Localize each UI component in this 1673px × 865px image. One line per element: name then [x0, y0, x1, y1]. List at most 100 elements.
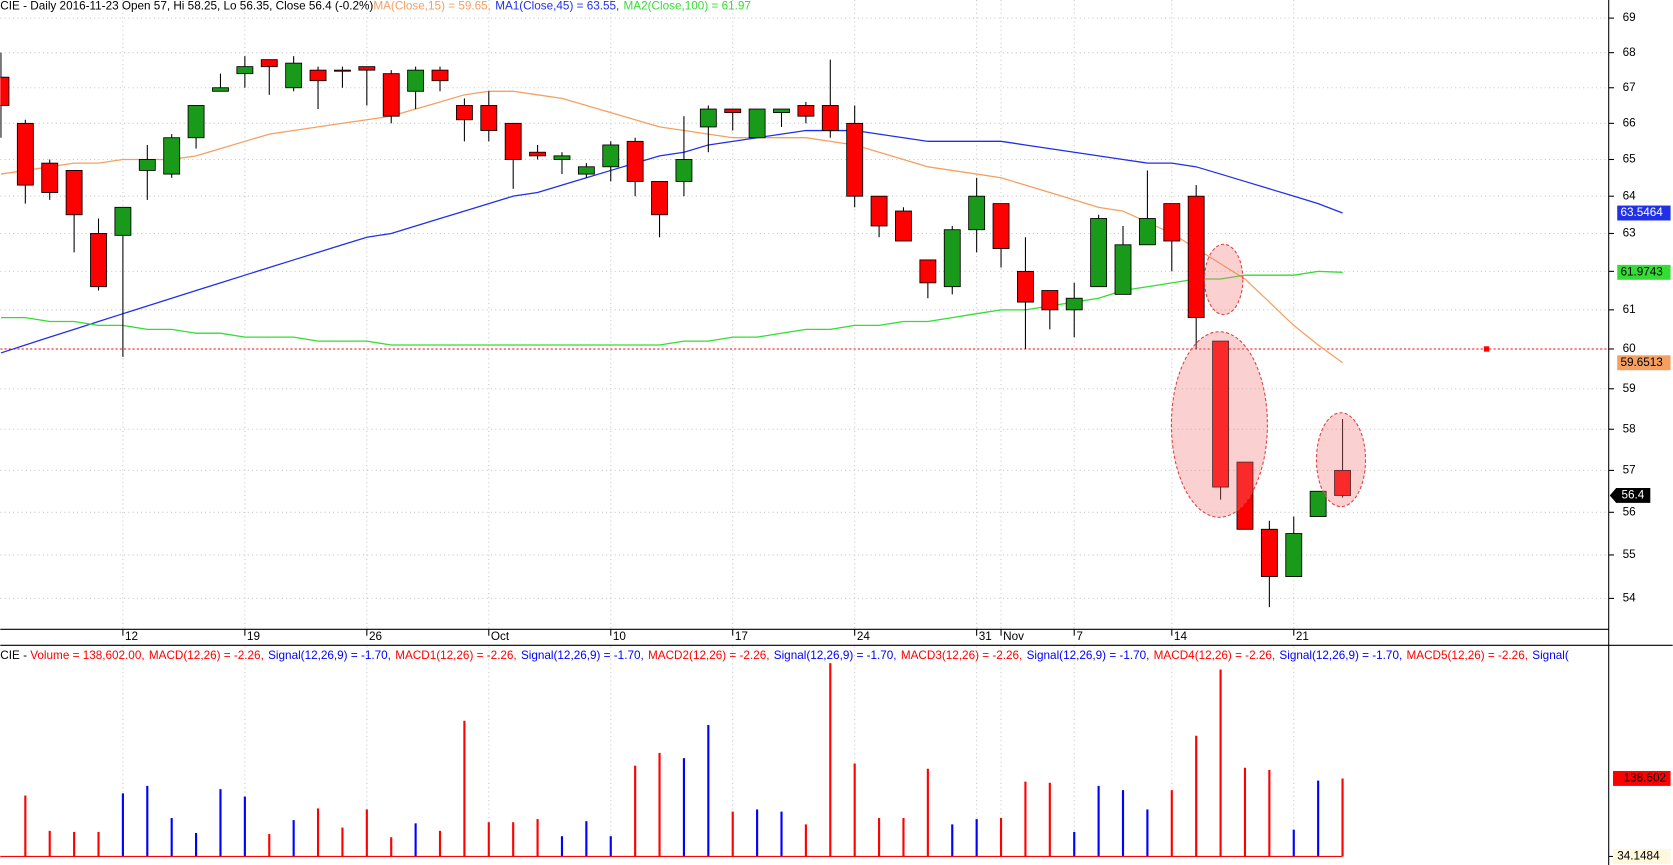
indicator-label: Signal(12,26,9) = -1.70, — [774, 649, 897, 662]
candle-body — [163, 137, 181, 175]
indicator-label: Signal(12,26,9) = -1.70, — [1027, 649, 1150, 662]
candle-body — [1260, 528, 1278, 578]
axis-labels: 54555657585960616263646566676869121926Oc… — [122, 11, 1671, 864]
y-tick-label: 55 — [1623, 548, 1637, 561]
x-tick-label: 14 — [1174, 630, 1188, 643]
candle-body — [65, 170, 83, 216]
candle-body — [1309, 490, 1327, 517]
y-tick-label: 58 — [1623, 422, 1637, 435]
y-tick-label: 67 — [1623, 81, 1636, 94]
candle-body — [602, 144, 620, 168]
y-tick-label: 68 — [1623, 46, 1637, 59]
y-tick-label: 60 — [1623, 342, 1637, 355]
x-tick-label: 12 — [125, 630, 138, 643]
candle-body — [1236, 461, 1254, 530]
highlight-annotations — [1170, 243, 1367, 518]
indicator-label: Signal(12,26,9) = -1.70, — [521, 649, 644, 662]
last-value-label: 61.9743 — [1620, 265, 1662, 278]
candle-body — [529, 151, 547, 157]
legend-entry: MA(Close,15) = 59.65, — [373, 0, 491, 12]
indicator-label: MACD4(12,26) = -2.26, — [1154, 649, 1275, 662]
candle-body — [943, 229, 961, 288]
x-tick-label: 31 — [979, 630, 992, 643]
candle-body — [1017, 270, 1034, 303]
candle-body — [1065, 297, 1083, 311]
candle-body — [773, 108, 790, 114]
candle-body — [1212, 340, 1230, 488]
y-tick-label: 65 — [1623, 153, 1637, 166]
x-tick-label: 24 — [857, 630, 871, 643]
y-tick-label: 63 — [1623, 227, 1636, 240]
candle-body — [1090, 218, 1108, 288]
candle-body — [870, 195, 888, 227]
candle-body — [821, 105, 839, 131]
y-tick-label: 66 — [1623, 116, 1636, 129]
candle-body — [382, 73, 400, 117]
x-tick-label: 10 — [613, 630, 627, 643]
candle-body — [455, 105, 473, 121]
indicator-label: MACD1(12,26) = -2.26, — [395, 649, 516, 662]
candle-body — [895, 210, 912, 242]
candle-body — [846, 122, 864, 197]
candle-body — [651, 181, 668, 216]
candle-body — [1163, 203, 1181, 242]
y-tick-label: 69 — [1623, 11, 1636, 24]
last-value-box — [1617, 205, 1671, 221]
candle-body — [407, 69, 425, 92]
x-tick-label: 19 — [247, 630, 260, 643]
volume-pane — [0, 663, 1344, 858]
y-tick-label: 56 — [1623, 505, 1636, 518]
reference-marker — [1483, 346, 1490, 352]
price-pane — [0, 52, 1609, 608]
candle-body — [1041, 290, 1059, 311]
y-tick-label: 59 — [1623, 382, 1636, 395]
x-tick-label: 26 — [369, 630, 382, 643]
title-text: CIE - — [0, 649, 30, 662]
x-tick-label: Nov — [1003, 630, 1024, 643]
x-tick-label: 21 — [1296, 630, 1309, 643]
indicator-label: MACD3(12,26) = -2.26, — [901, 649, 1022, 662]
candle-body — [504, 122, 522, 160]
x-tick-label: 17 — [735, 630, 748, 643]
candle-body — [748, 108, 766, 139]
volume-title: CIE - Volume = 138,602.00, MACD(12,26) = … — [0, 649, 1569, 662]
candle-body — [1138, 218, 1156, 246]
title-text: CIE - Daily 2016-11-23 Open 57, Hi 58.25… — [0, 0, 373, 12]
candle-body — [480, 105, 498, 131]
candle-body — [309, 69, 327, 82]
last-value-label: 63.5464 — [1620, 206, 1663, 219]
legend-entry: MA2(Close,100) = 61.97 — [624, 0, 751, 12]
candle-body — [334, 69, 351, 72]
x-tick-label: 7 — [1076, 630, 1083, 643]
indicator-label: MACD(12,26) = -2.26, — [149, 649, 264, 662]
indicator-label: Signal(12,26,9) = -1.70, — [268, 649, 391, 662]
last-price-box — [1609, 487, 1651, 503]
candle-body — [919, 259, 937, 284]
candle-body — [114, 206, 132, 236]
highlight-ellipse — [1203, 243, 1244, 316]
indicator-label: MACD2(12,26) = -2.26, — [648, 649, 769, 662]
moving-average-line — [0, 90, 1343, 364]
indicator-label: Signal(12,26,9) = -1.70, — [1279, 649, 1402, 662]
candle-body — [797, 105, 815, 117]
x-tick-label: Oct — [491, 630, 510, 643]
highlight-ellipse — [1170, 331, 1268, 518]
y-tick-label: 61 — [1623, 303, 1636, 316]
indicator-label: MACD5(12,26) = -2.26, — [1407, 649, 1528, 662]
y-tick-label: 34.1484 — [1617, 850, 1660, 863]
candle-body — [16, 122, 34, 186]
highlight-ellipse — [1315, 412, 1367, 508]
candle-body — [41, 162, 59, 193]
last-value-box — [1617, 264, 1671, 280]
legend-entry: Volume = 138,602.00, — [30, 649, 144, 662]
candle-body — [187, 105, 205, 139]
last-price-label: 56.4 — [1622, 489, 1645, 502]
candle-body — [0, 76, 10, 106]
moving-average-line — [0, 129, 1343, 354]
candle-body — [626, 140, 644, 182]
last-volume-box — [1612, 770, 1671, 786]
candle-body — [1187, 195, 1205, 319]
candle-body — [90, 233, 107, 288]
